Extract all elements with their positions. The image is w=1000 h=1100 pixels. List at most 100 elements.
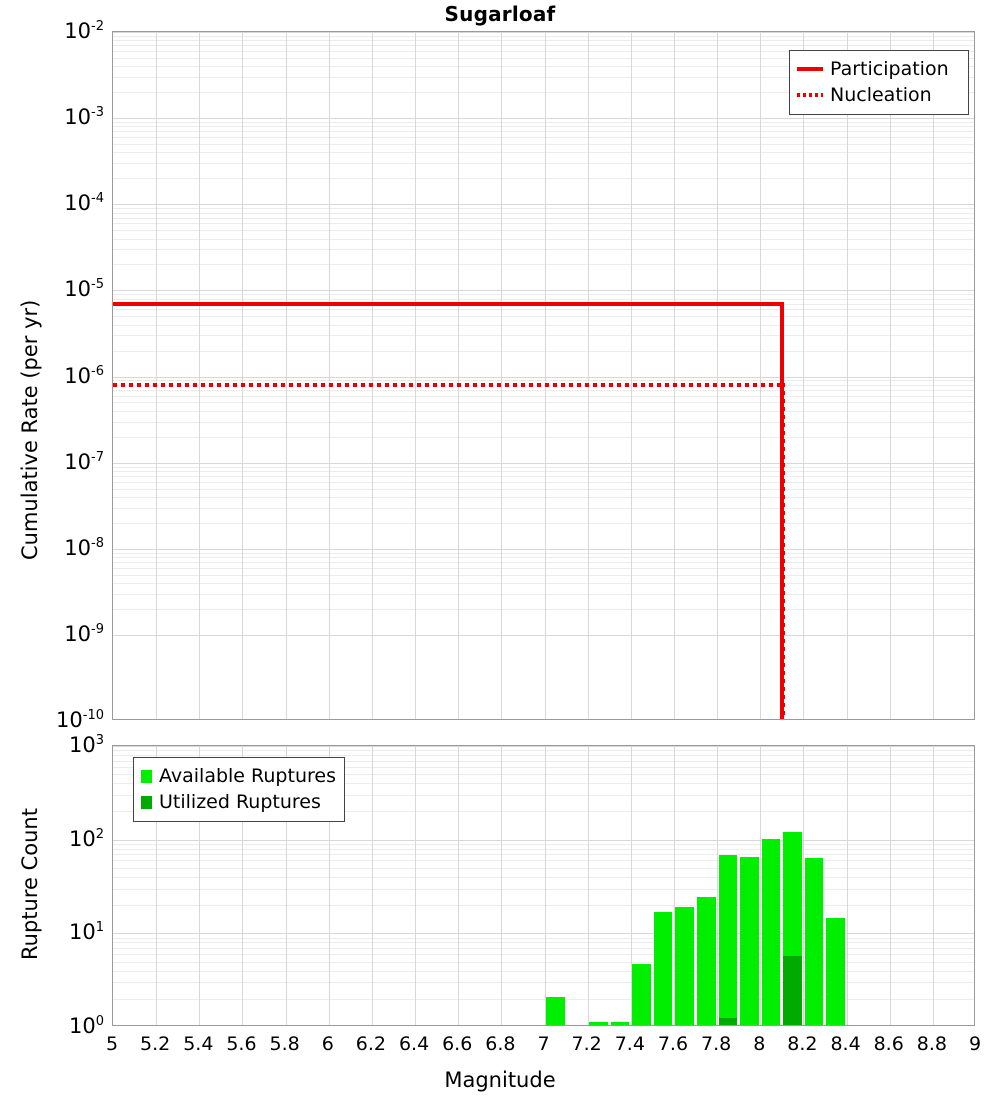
y-tick-label: 100	[68, 1014, 104, 1038]
gridline	[113, 335, 974, 336]
gridline	[458, 32, 459, 719]
gridline	[372, 746, 373, 1025]
x-tick-label: 6.4	[398, 1033, 430, 1055]
gridline	[156, 746, 157, 1025]
gridline	[113, 126, 974, 127]
gridline	[113, 811, 974, 812]
utilized-rupture-bar	[718, 1017, 738, 1025]
legend-item-nucleation[interactable]: Nucleation	[797, 82, 960, 108]
gridline	[113, 877, 974, 878]
gridline	[329, 746, 330, 1025]
gridline	[113, 482, 974, 483]
gridline	[760, 32, 761, 719]
series-nucleation-dropoff	[780, 382, 785, 719]
gridline	[113, 294, 974, 295]
gridline	[113, 755, 974, 756]
gridline	[113, 999, 974, 1000]
gridline	[847, 746, 848, 1025]
gridline	[803, 32, 804, 719]
gridline	[113, 402, 974, 403]
legend-item-available-ruptures[interactable]: Available Ruptures	[141, 763, 336, 789]
gridline	[113, 92, 974, 93]
gridline	[113, 316, 974, 317]
rupture-count-bar	[804, 858, 824, 1025]
gridline	[113, 497, 974, 498]
gridline	[113, 795, 974, 796]
gridline	[113, 562, 974, 563]
gridline	[113, 218, 974, 219]
x-tick-label: 7.6	[657, 1033, 689, 1055]
y-tick-label: 10-2	[64, 19, 104, 43]
gridline	[113, 761, 974, 762]
gridline	[113, 213, 974, 214]
x-tick-label: 5.6	[226, 1033, 257, 1055]
legend-label: Available Ruptures	[159, 765, 336, 787]
gridline	[113, 942, 974, 943]
bottom-legend[interactable]: Available Ruptures Utilized Ruptures	[133, 757, 345, 822]
green-square-icon	[141, 769, 152, 783]
gridline	[113, 774, 974, 775]
gridline	[113, 476, 974, 477]
legend-item-utilized-ruptures[interactable]: Utilized Ruptures	[141, 789, 336, 815]
gridline	[113, 249, 974, 250]
gridline	[674, 32, 675, 719]
gridline	[113, 982, 974, 983]
series-nucleation-horizontal	[113, 382, 782, 387]
y-tick-label: 10-3	[64, 105, 104, 130]
rupture-count-bar	[589, 1022, 608, 1025]
gridline	[717, 746, 718, 1025]
gridline	[113, 77, 974, 78]
gridline	[113, 575, 974, 576]
x-tick-label: 8.6	[873, 1033, 904, 1055]
gridline	[113, 549, 974, 550]
gridline	[113, 583, 974, 584]
gridline	[113, 635, 974, 636]
gridline	[113, 594, 974, 595]
x-tick-label: 9	[968, 1033, 982, 1055]
gridline	[113, 860, 974, 861]
x-tick-label: 6	[321, 1033, 334, 1055]
gridline	[113, 66, 974, 67]
dark-green-square-icon	[141, 795, 152, 809]
gridline	[242, 32, 243, 719]
gridline	[415, 32, 416, 719]
gridline	[674, 746, 675, 1025]
x-tick-label: 6.6	[442, 1033, 473, 1055]
gridline	[113, 523, 974, 524]
gridline	[113, 437, 974, 438]
legend-label: Participation	[830, 58, 949, 80]
rupture-count-bar	[761, 839, 781, 1025]
dotted-line-icon	[797, 93, 823, 97]
rupture-count-bar	[826, 917, 846, 1025]
gridline	[588, 32, 589, 719]
gridline	[113, 230, 974, 231]
top-legend[interactable]: Participation Nucleation	[789, 50, 969, 115]
gridline	[890, 746, 891, 1025]
cumulative-rate-plot	[112, 31, 975, 720]
gridline	[113, 767, 974, 768]
legend-item-participation[interactable]: Participation	[797, 56, 960, 82]
series-participation-horizontal	[113, 301, 782, 306]
rupture-count-bar	[675, 907, 694, 1025]
y-tick-label: 10-9	[64, 621, 104, 646]
gridline	[113, 889, 974, 890]
gridline	[113, 746, 974, 747]
gridline	[286, 746, 287, 1025]
gridline	[760, 746, 761, 1025]
gridline	[458, 746, 459, 1025]
gridline	[113, 557, 974, 558]
gridline	[501, 32, 502, 719]
gridline	[113, 854, 974, 855]
gridline	[113, 58, 974, 59]
gridline	[113, 489, 974, 490]
gridline	[113, 422, 974, 423]
gridline	[113, 51, 974, 52]
rupture-count-bar	[783, 831, 802, 1025]
gridline	[113, 471, 974, 472]
y-tick-label: 10-6	[64, 363, 104, 388]
gridline	[113, 290, 974, 291]
gridline	[113, 223, 974, 224]
gridline	[113, 40, 974, 41]
x-axis-title: Magnitude	[444, 1068, 556, 1092]
